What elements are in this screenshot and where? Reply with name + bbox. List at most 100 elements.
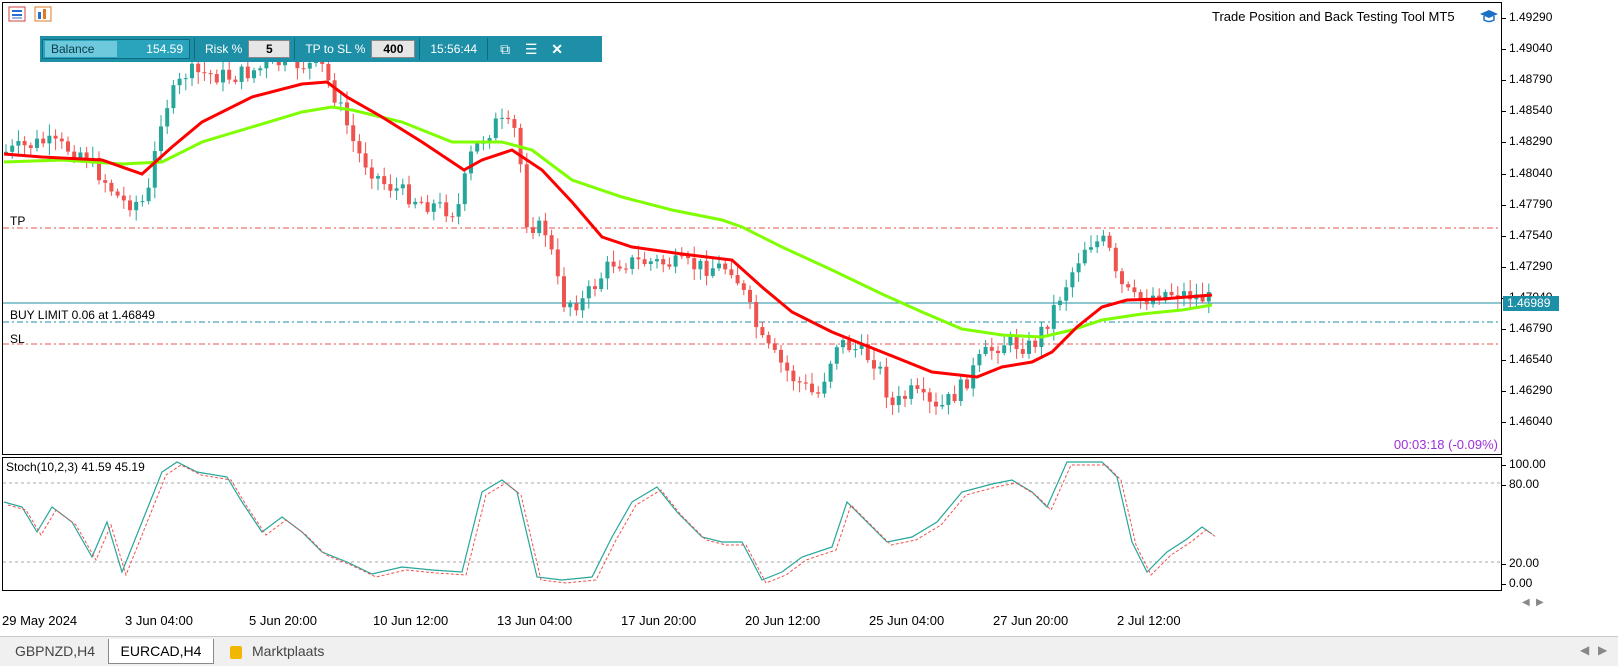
menu-button[interactable]: ☰ [518, 37, 544, 61]
panel-divider [294, 38, 296, 60]
price-tick [1501, 329, 1506, 330]
price-axis-label: 1.49040 [1509, 41, 1553, 56]
server-time: 15:56:44 [430, 42, 478, 56]
candle-body [4, 151, 8, 153]
scroll-right-icon[interactable]: ▶ [1536, 597, 1544, 608]
candle-body [1082, 249, 1087, 264]
price-axis-label: 1.49290 [1509, 10, 1553, 24]
candle-body [580, 298, 585, 311]
stoch-tick [1501, 564, 1506, 565]
trade-panel: Balance 154.59 Risk % 5 TP to SL % 400 1… [40, 36, 602, 62]
candle-body [903, 395, 907, 399]
tab-marktplaats[interactable]: Marktplaats [226, 639, 346, 663]
candle-body [1095, 241, 1100, 248]
candle-body [239, 66, 244, 82]
tp-sl-input[interactable]: 400 [371, 40, 416, 58]
price-tick [1501, 80, 1506, 82]
candle-body [258, 68, 263, 71]
candle-body [233, 79, 238, 82]
candle-body [41, 138, 46, 144]
candle-body [828, 363, 833, 382]
date-axis-label: 10 Jun 12:00 [373, 613, 449, 628]
candle-body [47, 135, 52, 144]
ma-slow-line [3, 105, 1213, 339]
candle-body [97, 157, 101, 181]
candle-body [686, 256, 690, 259]
candle-body [413, 201, 418, 205]
tab-eurcad[interactable]: EURCAD,H4 [108, 639, 214, 664]
chart-properties-icon[interactable] [34, 6, 52, 22]
candle-body [642, 259, 647, 265]
candle-body [816, 392, 821, 394]
candle-body [710, 268, 715, 276]
candle-body [227, 69, 232, 80]
copy-button[interactable]: ⧉ [492, 37, 518, 61]
candle-body [351, 125, 356, 142]
candle-body [1020, 349, 1025, 354]
candle-body [506, 117, 511, 120]
scroll-left-icon[interactable]: ◀ [1522, 597, 1530, 608]
stoch-tick [1501, 485, 1506, 486]
candle-body [1027, 340, 1031, 354]
candle-body [884, 366, 889, 398]
risk-input[interactable]: 5 [248, 40, 291, 58]
stoch-title: Stoch(10,2,3) 41.59 45.19 [6, 460, 145, 474]
balance-value: 154.59 [146, 42, 183, 56]
price-axis-label: 1.48790 [1509, 72, 1553, 87]
candle-body [53, 135, 58, 139]
tp-sl-field[interactable]: TP to SL % 400 [299, 39, 416, 59]
close-button[interactable]: ✕ [544, 37, 570, 61]
price-tick [1501, 18, 1506, 19]
price-axis-label: 1.48540 [1509, 103, 1553, 118]
candle-body [772, 343, 777, 350]
candle-body [605, 261, 610, 279]
candle-body [493, 118, 498, 139]
candle-body [1188, 291, 1193, 300]
candle-body [146, 187, 151, 202]
candle-body [1058, 300, 1062, 306]
candle-body [704, 260, 709, 276]
candle-body [431, 203, 436, 212]
candle-body [989, 346, 994, 351]
shopping-bag-icon [230, 645, 242, 659]
tabs-scroll-left-icon[interactable]: ◀ [1580, 643, 1590, 657]
candle-body [252, 70, 256, 79]
candle-body [735, 275, 740, 284]
candle-body [196, 63, 201, 73]
candle-body [388, 184, 393, 191]
candle-body [934, 401, 938, 407]
candle-body [357, 141, 362, 154]
price-tick [1501, 204, 1506, 206]
candle-body [1113, 247, 1118, 272]
candle-body [1076, 263, 1081, 273]
candle-body [202, 72, 207, 74]
candle-body [673, 255, 678, 267]
candle-body [927, 392, 932, 402]
price-tick [1501, 49, 1506, 51]
price-tick [1501, 111, 1506, 113]
candle-body [16, 140, 21, 146]
candle-body [531, 227, 535, 234]
price-tick [1501, 142, 1506, 144]
chart-list-icon[interactable] [8, 6, 26, 22]
chart-area[interactable]: TP BUY LIMIT 0.06 at 1.46849 SL Stoch(10… [2, 2, 1550, 608]
candle-body [723, 263, 728, 270]
tab-gbpnzd[interactable]: GBPNZD,H4 [14, 643, 96, 659]
candle-body [109, 182, 114, 192]
candle-body [624, 268, 628, 270]
candle-body [456, 204, 461, 217]
copy-icon: ⧉ [500, 40, 511, 57]
candle-body [568, 303, 573, 308]
candle-timer: 00:03:18 (-0.09%) [1394, 437, 1498, 452]
candle-body [177, 78, 182, 86]
risk-field[interactable]: Risk % 5 [199, 39, 291, 59]
candle-body [754, 302, 759, 328]
stoch-tick [1501, 465, 1506, 466]
candle-body [1008, 336, 1013, 346]
date-axis-label: 20 Jun 12:00 [745, 613, 821, 628]
candle-body [741, 283, 746, 290]
candle-body [555, 249, 560, 277]
date-axis-label: 2 Jul 12:00 [1117, 613, 1181, 628]
tabs-scroll-right-icon[interactable]: ▶ [1598, 643, 1608, 657]
graduation-cap-icon [1480, 10, 1498, 23]
